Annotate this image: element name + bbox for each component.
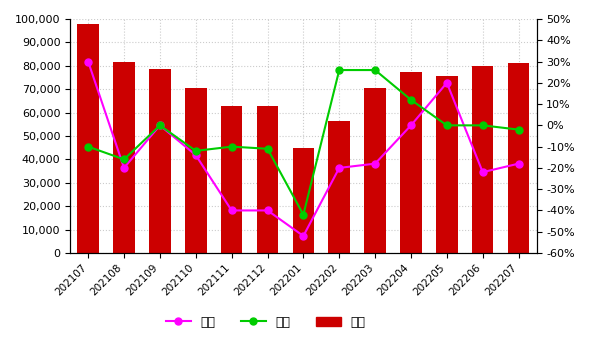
Bar — [149, 69, 171, 253]
Bar — [185, 88, 206, 253]
Bar — [436, 76, 458, 253]
Bar — [508, 64, 529, 253]
Legend: 同比, 环比, 销量: 同比, 环比, 销量 — [160, 311, 371, 334]
Bar — [77, 24, 99, 253]
Bar — [293, 148, 314, 253]
Bar — [221, 106, 242, 253]
Bar — [365, 88, 386, 253]
Bar — [329, 121, 350, 253]
Bar — [472, 66, 493, 253]
Bar — [257, 106, 278, 253]
Bar — [400, 72, 422, 253]
Bar — [113, 62, 135, 253]
